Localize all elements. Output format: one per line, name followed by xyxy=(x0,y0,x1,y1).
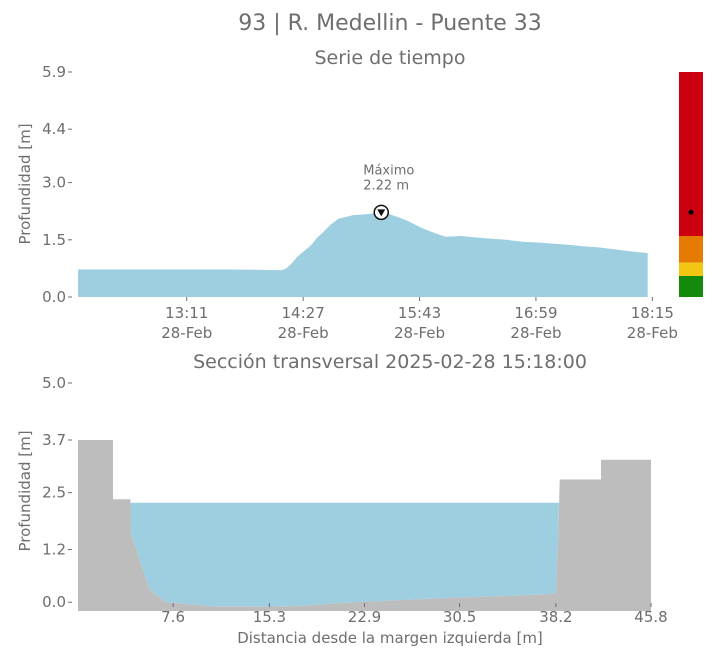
risk-band-yellow xyxy=(679,262,703,276)
y-tick-label: 5.0 xyxy=(42,374,66,392)
y-tick-label: 0.0 xyxy=(42,593,66,611)
cross-section-xlabel: Distancia desde la margen izquierda [m] xyxy=(237,629,543,647)
y-tick-label: 2.5 xyxy=(42,484,66,502)
risk-scale xyxy=(679,72,703,297)
y-tick-label: 3.7 xyxy=(42,431,66,449)
y-tick-label: 1.5 xyxy=(42,231,66,249)
x-tick-date: 28-Feb xyxy=(161,324,212,342)
x-tick-label: 15.3 xyxy=(253,608,286,626)
risk-band-red xyxy=(679,72,703,236)
water-area xyxy=(130,502,559,607)
max-marker-triangle xyxy=(377,209,386,217)
timeseries-plot: 0.0 1.5 3.0 4.4 5.9 13:11 28-Feb 14:27 28-Feb 15:… xyxy=(42,63,678,342)
x-tick-label: 16:59 xyxy=(514,304,557,322)
cross-section-plot: 0.0 1.2 2.5 3.7 5.0 7.6 15.3 22.9 30.5 38.2 45.8 xyxy=(42,374,668,626)
cross-section-title: Sección transversal 2025-02-28 15:18:00 xyxy=(193,351,587,373)
chart-title: 93 | R. Medellin - Puente 33 xyxy=(238,11,542,36)
x-tick-date: 28-Feb xyxy=(394,324,445,342)
timeseries-title: Serie de tiempo xyxy=(315,47,466,69)
x-tick-label: 22.9 xyxy=(348,608,381,626)
timeseries-ylabel: Profundidad [m] xyxy=(16,123,34,244)
max-annotation-value: 2.22 m xyxy=(363,178,409,193)
depth-area xyxy=(78,212,648,297)
terrain-area xyxy=(78,440,651,611)
y-tick-label: 5.9 xyxy=(42,63,66,81)
y-tick-label: 4.4 xyxy=(42,120,66,138)
x-tick-date: 28-Feb xyxy=(627,324,678,342)
y-tick-label: 1.2 xyxy=(42,541,66,559)
y-tick-label: 3.0 xyxy=(42,174,66,192)
risk-band-orange xyxy=(679,236,703,263)
x-tick-label: 15:43 xyxy=(398,304,441,322)
x-tick-label: 7.6 xyxy=(161,608,185,626)
x-tick-label: 14:27 xyxy=(282,304,325,322)
y-tick-label: 0.0 xyxy=(42,288,66,306)
max-annotation-label: Máximo xyxy=(363,163,414,178)
x-tick-label: 45.8 xyxy=(634,608,667,626)
x-tick-date: 28-Feb xyxy=(278,324,329,342)
risk-marker xyxy=(688,209,694,215)
x-tick-label: 18:15 xyxy=(631,304,674,322)
x-tick-date: 28-Feb xyxy=(510,324,561,342)
x-tick-label: 38.2 xyxy=(539,608,572,626)
x-tick-label: 30.5 xyxy=(443,608,476,626)
risk-band-green xyxy=(679,276,703,297)
x-tick-label: 13:11 xyxy=(165,304,208,322)
cross-section-ylabel: Profundidad [m] xyxy=(16,430,34,551)
